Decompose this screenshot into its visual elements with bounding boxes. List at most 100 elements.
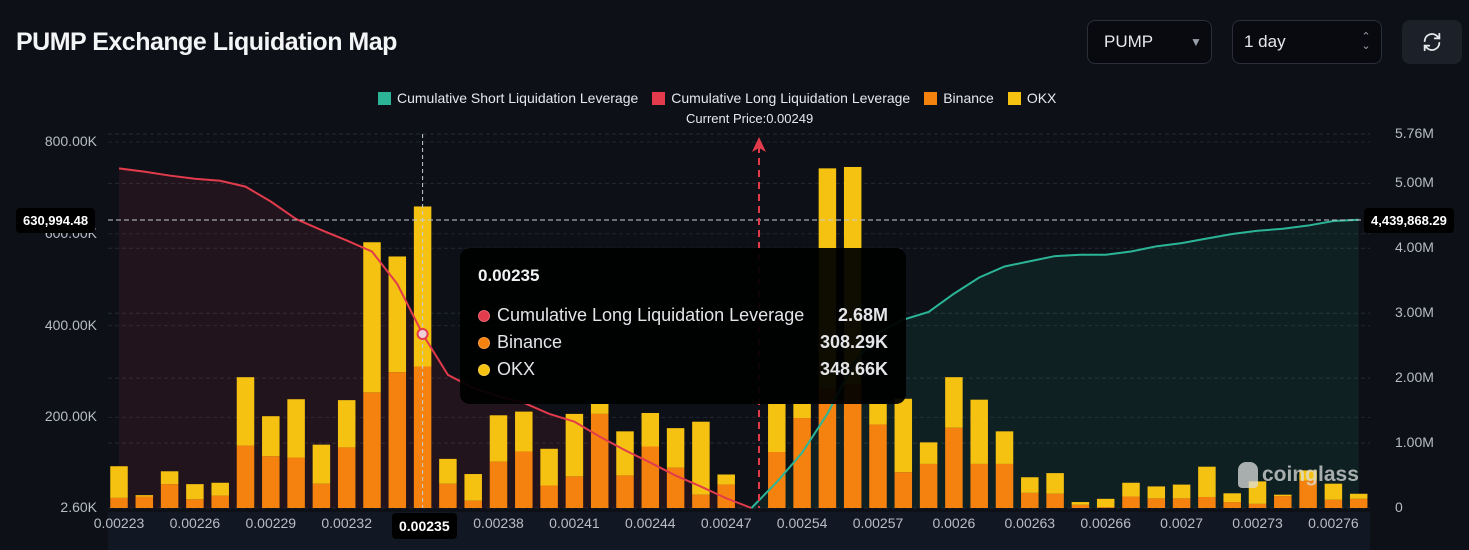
okx-bar (768, 403, 786, 453)
binance-bar (211, 495, 229, 508)
okx-bar (945, 377, 963, 428)
binance-bar (1274, 496, 1292, 508)
binance-bar (818, 388, 837, 508)
binance-bar (1096, 507, 1115, 508)
okx-bar (995, 431, 1014, 464)
okx-dot-icon (478, 363, 490, 376)
tooltip-row-value: 348.66K (819, 359, 888, 379)
coinglass-logo-icon (1238, 462, 1258, 488)
okx-bar (363, 242, 381, 393)
right-axis-tick: 5.00M (1395, 174, 1434, 191)
tooltip-row-value: 2.68M (837, 305, 888, 325)
okx-bar (793, 403, 811, 419)
legend-label: Binance (943, 90, 994, 106)
right-axis-tick: 3.00M (1395, 304, 1434, 321)
x-axis-tick: 0.00238 (473, 515, 524, 531)
binance-bar (641, 446, 660, 508)
symbol-select[interactable]: PUMP ▼ (1087, 20, 1212, 64)
right-axis-tick: 2.00M (1395, 369, 1434, 386)
binance-bar (160, 484, 179, 508)
crosshair-right-value: 4,439,868.29 (1364, 208, 1454, 233)
binance-bar (236, 445, 255, 508)
okx-bar (287, 399, 305, 458)
binance-bar (793, 418, 811, 508)
x-axis-tick: 0.00241 (549, 515, 600, 531)
binance-bar (464, 500, 482, 508)
left-axis-tick: 2.60K (60, 499, 97, 515)
okx-bar (894, 398, 913, 473)
refresh-button[interactable] (1402, 20, 1462, 64)
binance-bar (919, 463, 938, 508)
range-select-value: 1 day (1244, 32, 1286, 51)
binance-bar (388, 372, 407, 508)
x-axis-tick: 0.00229 (245, 515, 297, 531)
binance-bar (439, 483, 457, 508)
crosshair-left-value: 630,994.48 (16, 208, 96, 233)
legend-item-okx[interactable]: OKX (1007, 90, 1056, 106)
binance-bar (1349, 498, 1368, 508)
range-select[interactable]: 1 day ⌃ ⌄ (1232, 20, 1382, 64)
okx-bar (262, 416, 280, 457)
legend-swatch (924, 91, 938, 105)
chart-tooltip: 0.00235 Cumulative Long Liquidation Leve… (460, 248, 906, 404)
okx-bar (590, 403, 609, 414)
right-axis-tick: 4.00M (1395, 239, 1434, 256)
right-axis-tick: 0 (1395, 499, 1403, 515)
binance-bar (869, 424, 887, 508)
page-title: PUMP Exchange Liquidation Map (16, 28, 397, 56)
caret-down-icon: ▼ (1190, 35, 1202, 49)
okx-bar (110, 466, 128, 498)
x-axis-tick: 0.00232 (321, 515, 372, 531)
tooltip-row-name: OKX (497, 359, 536, 379)
x-axis-band (108, 512, 1370, 550)
left-axis-tick: 400.00K (44, 316, 97, 333)
coinglass-watermark: coinglass (1238, 462, 1359, 488)
up-down-chevron-icon: ⌃ ⌄ (1361, 31, 1371, 52)
legend-swatch (652, 91, 666, 105)
legend-swatch (378, 91, 391, 105)
legend-swatch (1007, 91, 1021, 105)
okx-bar (236, 377, 255, 446)
binance-bar (590, 413, 609, 508)
tooltip-row-name: Cumulative Long Liquidation Leverage (497, 305, 805, 325)
okx-bar (970, 399, 988, 464)
okx-bar (1021, 477, 1039, 493)
legend-item-short[interactable]: Cumulative Short Liquidation Leverage (378, 90, 638, 106)
x-axis-tick: 0.00223 (93, 515, 145, 531)
legend-label: Cumulative Short Liquidation Leverage (397, 90, 639, 106)
x-axis-tick: 0.00276 (1308, 515, 1359, 531)
binance-bar (1147, 498, 1166, 508)
binance-bar (1299, 480, 1317, 508)
binance-bar (337, 447, 356, 508)
okx-bar (717, 474, 735, 485)
okx-bar (464, 474, 482, 501)
legend-item-binance[interactable]: Binance (924, 90, 994, 106)
tooltip-row-value: 308.29K (819, 332, 888, 352)
okx-bar (186, 484, 204, 500)
left-axis-tick: 200.00K (44, 408, 97, 425)
binance-bar (843, 384, 862, 508)
binance-bar (287, 457, 305, 508)
okx-bar (1172, 484, 1191, 499)
long-dot-icon (478, 309, 490, 322)
binance-bar (717, 484, 735, 508)
okx-bar (565, 413, 584, 477)
binance-bar (1046, 493, 1064, 508)
chart-legend: Cumulative Short Liquidation Leverage Cu… (378, 90, 1056, 106)
legend-label: Cumulative Long Liquidation Leverage (671, 90, 911, 106)
crosshair-x-value: 0.00235 (392, 513, 457, 539)
x-axis-tick: 0.00257 (852, 515, 904, 531)
binance-bar (1172, 498, 1191, 508)
binance-bar (515, 451, 533, 508)
tooltip-row-name: Binance (497, 332, 563, 352)
legend-item-long[interactable]: Cumulative Long Liquidation Leverage (652, 90, 910, 106)
binance-bar (1248, 503, 1267, 508)
binance-bar (312, 483, 331, 508)
okx-bar (489, 415, 508, 462)
binance-bar (1223, 502, 1241, 508)
okx-bar (1096, 498, 1115, 508)
binance-bar (565, 476, 584, 508)
tooltip-row-long: Cumulative Long Liquidation Leverage 2.68… (478, 302, 888, 329)
symbol-select-value: PUMP (1104, 32, 1154, 51)
binance-bar (110, 497, 128, 508)
